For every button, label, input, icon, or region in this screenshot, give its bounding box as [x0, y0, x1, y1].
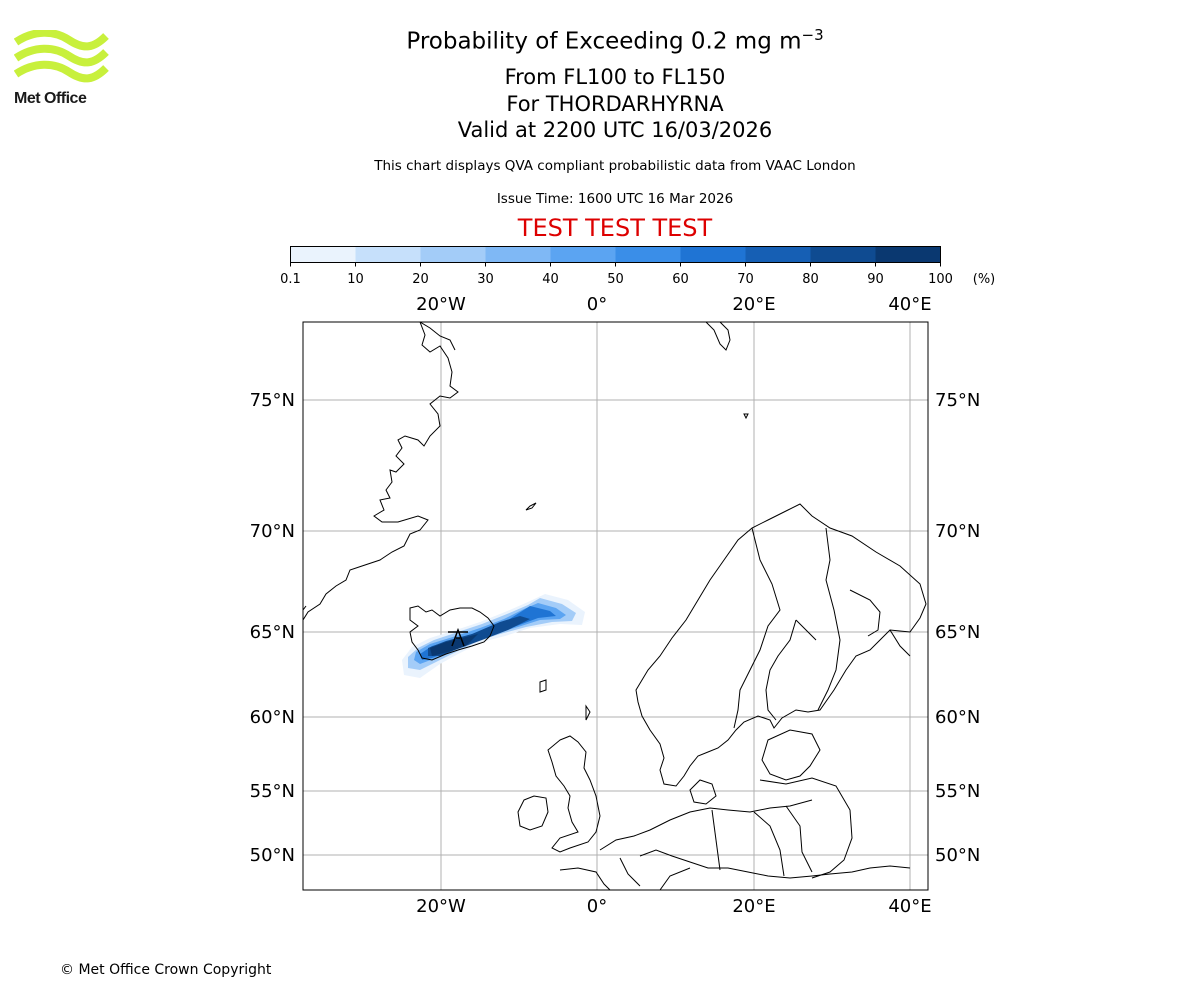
lon-label: 0°: [587, 294, 607, 315]
colorbar-cell: [485, 246, 551, 263]
colorbar-tick-label: 80: [802, 272, 819, 287]
colorbar-cell: [810, 246, 876, 263]
lat-label: 50°N: [935, 845, 980, 866]
colorbar-tick-label: 70: [737, 272, 754, 287]
colorbar-cell: [615, 246, 681, 263]
lat-label: 75°N: [935, 390, 980, 411]
lon-label: 20°E: [732, 896, 775, 917]
lon-labels-bottom: 20°W 0° 20°E 40°E: [416, 896, 931, 917]
valid-time: Valid at 2200 UTC 16/03/2026: [457, 118, 773, 142]
lat-label: 55°N: [250, 781, 295, 802]
colorbar-cell: [420, 246, 486, 263]
map-frame: [302, 321, 929, 891]
colorbar-tick-label: 40: [542, 272, 559, 287]
volcano-label: For THORDARHYRNA: [506, 91, 724, 116]
lon-labels-top: 20°W 0° 20°E 40°E: [416, 294, 931, 315]
colorbar-tick-label: 100: [928, 272, 953, 287]
chart-title-sup: −3: [801, 26, 824, 44]
lon-label: 20°W: [416, 896, 466, 917]
colorbar-tick-label: 30: [477, 272, 494, 287]
gridlines: [303, 322, 928, 890]
lat-label: 50°N: [250, 845, 295, 866]
issue-time: Issue Time: 1600 UTC 16 Mar 2026: [496, 191, 734, 207]
flight-level-range: From FL100 to FL150: [504, 65, 726, 89]
lat-label: 60°N: [250, 707, 295, 728]
colorbar-cell: [745, 246, 811, 263]
lat-label: 70°N: [250, 521, 295, 542]
lon-label: 20°E: [732, 294, 775, 315]
colorbar-tick-label: 0.1: [280, 272, 301, 287]
colorbar-cell: [875, 246, 941, 263]
lat-label: 55°N: [935, 781, 980, 802]
colorbar-tick-label: 60: [672, 272, 689, 287]
lat-labels-right: 75°N 70°N 65°N 60°N 55°N 50°N: [935, 390, 980, 866]
lon-label: 20°W: [416, 294, 466, 315]
colorbar-tick-label: 50: [607, 272, 624, 287]
colorbar-cell: [290, 246, 356, 263]
coastlines: [303, 322, 927, 890]
lat-label: 65°N: [935, 622, 980, 643]
colorbar-cell: [550, 246, 616, 263]
chart-title: Probability of Exceeding 0.2 mg m−3: [300, 26, 930, 55]
lat-label: 60°N: [935, 707, 980, 728]
colorbar-cell: [680, 246, 746, 263]
description: This chart displays QVA compliant probab…: [374, 158, 856, 174]
logo-text: Met Office: [14, 90, 87, 107]
ash-plume: [402, 594, 585, 678]
copyright: © Met Office Crown Copyright: [60, 962, 272, 978]
lon-label: 40°E: [888, 896, 931, 917]
lat-label: 70°N: [935, 521, 980, 542]
chart-title-text: Probability of Exceeding 0.2 mg m: [406, 28, 802, 55]
lon-label: 0°: [587, 896, 607, 917]
lat-label: 75°N: [250, 390, 295, 411]
colorbar-unit: (%): [973, 272, 996, 287]
met-office-logo: Met Office: [13, 28, 110, 112]
lon-label: 40°E: [888, 294, 931, 315]
colorbar-tick-label: 90: [867, 272, 884, 287]
colorbar-tick-label: 20: [412, 272, 429, 287]
volcano-marker: [448, 627, 468, 647]
lat-labels-left: 75°N 70°N 65°N 60°N 55°N 50°N: [250, 390, 295, 866]
colorbar-cell: [355, 246, 421, 263]
lat-label: 65°N: [250, 622, 295, 643]
colorbar: 0.1 10 20 30 40 50 60 70 80 90 100 (%): [280, 246, 996, 287]
chart-subtitle: From FL100 to FL150 For THORDARHYRNA Val…: [300, 64, 930, 144]
met-office-waves-icon: [13, 28, 109, 83]
colorbar-tick-label: 10: [347, 272, 364, 287]
test-banner: TEST TEST TEST: [517, 214, 713, 242]
